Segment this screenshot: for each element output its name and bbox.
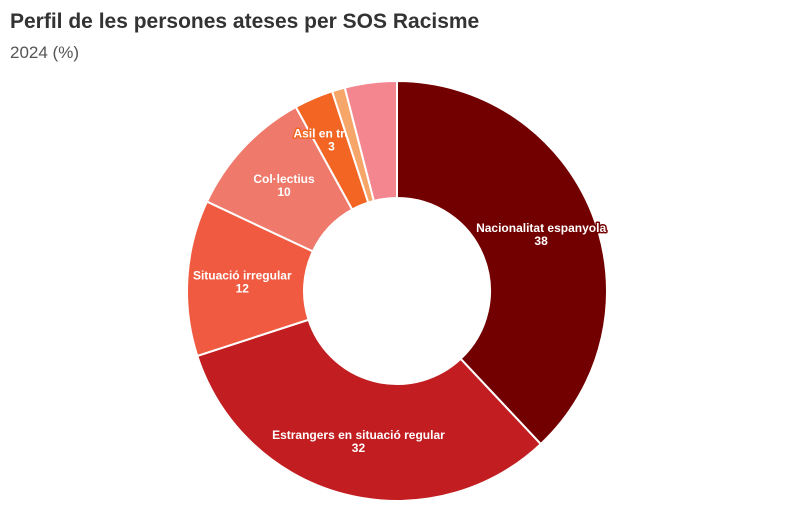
slice-value-label: 3 (328, 140, 335, 154)
slice-situacio-irregular[interactable] (186, 200, 314, 357)
chart-title: Perfil de les persones ateses per SOS Ra… (10, 10, 480, 33)
slice-value-label: 38 (534, 234, 548, 248)
slice-label: Col·lectius (253, 172, 315, 186)
slice-estrangers-en-situacio-regular[interactable] (196, 318, 542, 502)
slice-value-label: 10 (277, 185, 291, 199)
slice-label: Situació irregular (193, 268, 292, 282)
slice-value-label: 12 (236, 281, 250, 295)
slice-unlabeled-6[interactable] (343, 80, 398, 202)
chart-subtitle: 2024 (%) (10, 43, 79, 62)
slice-label: Estrangers en situació regular (272, 428, 445, 442)
slice-nacionalitat-espanyola[interactable] (396, 80, 608, 446)
slice-label: Nacionalitat espanyola (476, 221, 606, 235)
slice-value-label: 32 (352, 441, 366, 455)
